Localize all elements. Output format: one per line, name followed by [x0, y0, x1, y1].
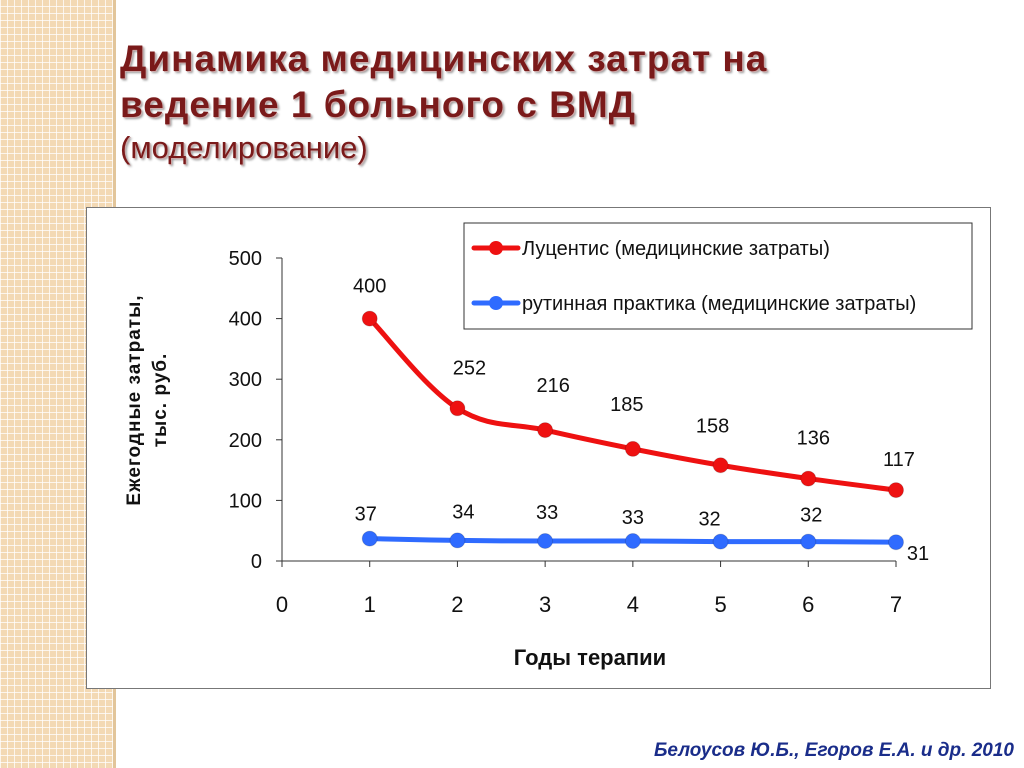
x-tick-label: 5	[714, 592, 726, 617]
legend-swatch-marker	[489, 296, 503, 310]
data-point-lucentis	[800, 470, 817, 487]
citation: Белоусов Ю.Б., Егоров Е.А. и др. 2010	[653, 740, 1014, 761]
y-tick-label: 200	[229, 430, 262, 452]
x-tick-label: 1	[364, 592, 376, 617]
y-tick-label: 0	[251, 551, 262, 573]
data-point-lucentis	[712, 457, 729, 474]
data-point-routine	[712, 533, 729, 550]
data-point-lucentis	[449, 400, 466, 417]
data-label-routine: 32	[800, 505, 822, 527]
legend-label: рутинная практика (медицинские затраты)	[522, 293, 916, 315]
data-label-routine: 37	[355, 504, 377, 526]
data-label-lucentis: 136	[797, 428, 830, 450]
data-point-routine	[449, 532, 466, 549]
data-point-routine	[624, 533, 641, 550]
title-line-2: ведение 1 больного с ВМД	[120, 84, 637, 125]
y-axis-title-line-1: Ежегодные затраты,	[124, 294, 145, 505]
data-point-routine	[361, 530, 378, 547]
data-label-lucentis: 117	[883, 449, 915, 471]
y-tick-label: 400	[229, 309, 262, 331]
subtitle: (моделирование)	[120, 130, 368, 165]
legend-box	[463, 222, 973, 330]
data-label-lucentis: 216	[536, 375, 569, 397]
x-tick-label: 4	[627, 592, 639, 617]
legend-label: Луцентис (медицинские затраты)	[522, 238, 830, 260]
y-tick-label: 100	[229, 490, 262, 512]
legend-swatch-marker	[489, 241, 503, 255]
x-tick-label: 3	[539, 592, 551, 617]
y-tick-label: 500	[229, 248, 262, 270]
y-axis-title-line-2: тыс. руб.	[150, 353, 171, 448]
data-point-lucentis	[624, 440, 641, 457]
data-label-lucentis: 252	[453, 357, 486, 379]
data-point-lucentis	[361, 310, 378, 327]
data-label-routine: 33	[536, 502, 558, 524]
data-label-routine: 34	[452, 501, 474, 523]
slide-title: Динамика медицинских затрат на ведение 1…	[120, 36, 1000, 168]
data-point-lucentis	[888, 482, 904, 499]
x-tick-label: 2	[451, 592, 463, 617]
x-axis-title: Годы терапии	[514, 645, 666, 670]
data-point-routine	[800, 533, 817, 550]
data-label-routine: 32	[698, 509, 720, 531]
x-tick-label: 7	[890, 592, 902, 617]
y-axis-title: Ежегодные затраты, тыс. руб.	[124, 294, 171, 505]
x-tick-label: 0	[276, 592, 288, 617]
data-label-lucentis: 158	[696, 415, 729, 437]
data-label-lucentis: 400	[353, 276, 386, 298]
data-label-lucentis: 185	[610, 394, 643, 416]
title-line-1: Динамика медицинских затрат на	[120, 38, 768, 79]
data-label-routine: 33	[622, 507, 644, 529]
data-label-routine: 31	[907, 543, 929, 565]
y-tick-label: 300	[229, 369, 262, 391]
data-point-lucentis	[537, 422, 554, 439]
data-point-routine	[888, 534, 904, 551]
data-point-routine	[537, 533, 554, 550]
x-tick-label: 6	[802, 592, 814, 617]
